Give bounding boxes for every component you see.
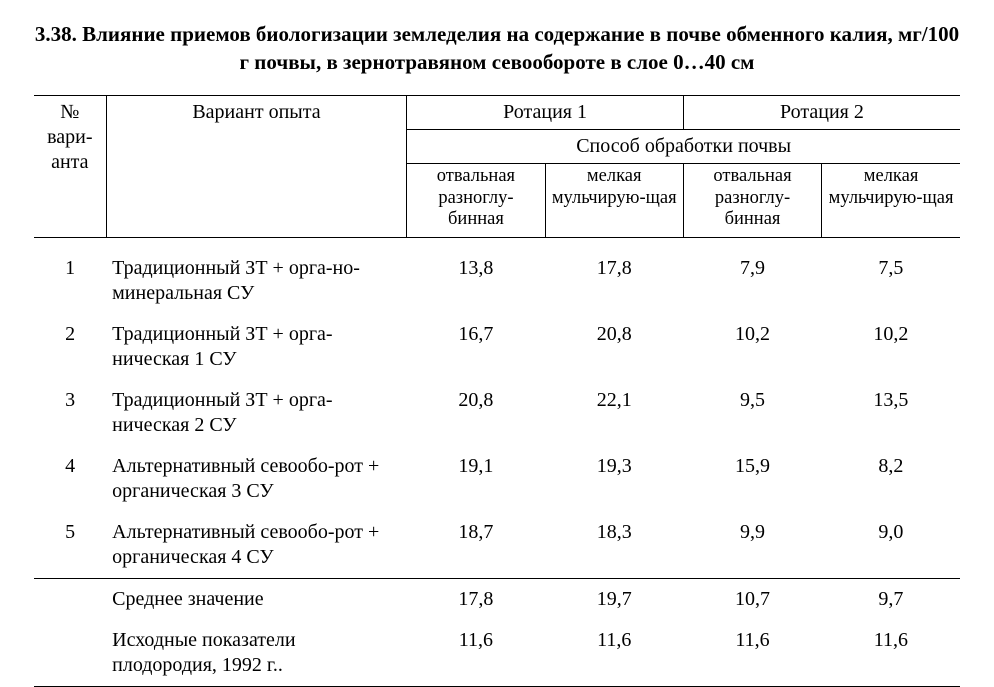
row-num: 5 (34, 512, 106, 579)
cell: 11,6 (545, 620, 683, 687)
cell: 9,7 (822, 579, 960, 621)
cell: 7,9 (683, 248, 821, 314)
header-num: № вари-анта (34, 95, 106, 237)
row-num: 2 (34, 314, 106, 380)
cell: 10,7 (683, 579, 821, 621)
table-row: 5 Альтернативный севообо-рот + органичес… (34, 512, 960, 579)
row-variant: Традиционный ЗТ + орга-ническая 2 СУ (106, 380, 407, 446)
table-row: 3 Традиционный ЗТ + орга-ническая 2 СУ 2… (34, 380, 960, 446)
table-row: Среднее значение 17,8 19,7 10,7 9,7 (34, 579, 960, 621)
cell: 15,9 (683, 446, 821, 512)
header-rotation-2: Ротация 2 (683, 95, 960, 129)
cell: 13,8 (407, 248, 545, 314)
cell: 20,8 (545, 314, 683, 380)
row-variant: Среднее значение (106, 579, 407, 621)
cell: 11,6 (407, 620, 545, 687)
cell: 22,1 (545, 380, 683, 446)
cell: 10,2 (822, 314, 960, 380)
row-variant: Традиционный ЗТ + орга-но-минеральная СУ (106, 248, 407, 314)
cell: 11,6 (822, 620, 960, 687)
cell: 17,8 (545, 248, 683, 314)
cell: 9,0 (822, 512, 960, 579)
header-rotation-1: Ротация 1 (407, 95, 684, 129)
cell: 7,5 (822, 248, 960, 314)
header-method: Способ обработки почвы (407, 129, 960, 163)
row-num: 1 (34, 248, 106, 314)
data-table: № вари-анта Вариант опыта Ротация 1 Рота… (34, 95, 960, 687)
table-caption: 3.38. Влияние приемов биологизации земле… (34, 20, 960, 77)
header-col-r2b: мелкая мульчирую-щая (822, 163, 960, 237)
cell: 11,6 (683, 620, 821, 687)
cell: 16,7 (407, 314, 545, 380)
cell: 9,5 (683, 380, 821, 446)
cell: 13,5 (822, 380, 960, 446)
table-row: 1 Традиционный ЗТ + орга-но-минеральная … (34, 248, 960, 314)
row-variant: Исходные показатели плодородия, 1992 г.. (106, 620, 407, 687)
cell: 8,2 (822, 446, 960, 512)
header-col-r1b: мелкая мульчирую-щая (545, 163, 683, 237)
header-col-r2a: отвальная разноглу-бинная (683, 163, 821, 237)
cell: 18,3 (545, 512, 683, 579)
row-num: 4 (34, 446, 106, 512)
header-col-r1a: отвальная разноглу-бинная (407, 163, 545, 237)
table-row: 2 Традиционный ЗТ + орга-ническая 1 СУ 1… (34, 314, 960, 380)
row-variant: Традиционный ЗТ + орга-ническая 1 СУ (106, 314, 407, 380)
cell: 18,7 (407, 512, 545, 579)
table-row: 4 Альтернативный севообо-рот + органичес… (34, 446, 960, 512)
cell: 17,8 (407, 579, 545, 621)
cell: 10,2 (683, 314, 821, 380)
cell: 19,1 (407, 446, 545, 512)
header-variant: Вариант опыта (106, 95, 407, 237)
cell: 19,7 (545, 579, 683, 621)
cell: 19,3 (545, 446, 683, 512)
cell: 20,8 (407, 380, 545, 446)
table-row: Исходные показатели плодородия, 1992 г..… (34, 620, 960, 687)
cell: 9,9 (683, 512, 821, 579)
row-variant: Альтернативный севообо-рот + органическа… (106, 512, 407, 579)
row-variant: Альтернативный севообо-рот + органическа… (106, 446, 407, 512)
row-num: 3 (34, 380, 106, 446)
